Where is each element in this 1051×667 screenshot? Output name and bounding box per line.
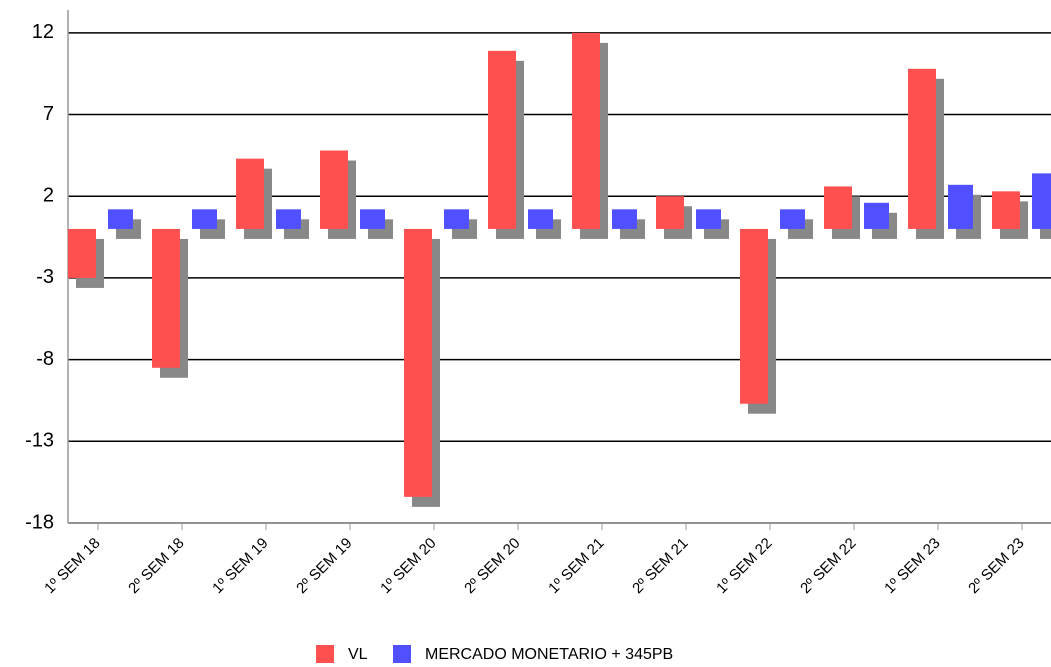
x-tick-label: 1º SEM 21 [545,535,607,597]
bar [404,228,432,497]
y-tick-label: -8 [36,348,54,370]
bar [108,209,133,229]
bar [528,209,553,229]
bar [444,209,469,229]
bar [740,228,768,404]
x-tick-label: 2º SEM 18 [125,535,187,597]
bar [696,209,721,229]
x-tick-label: 2º SEM 21 [629,535,691,597]
y-tick-label: 2 [43,185,54,207]
x-tick-label: 1º SEM 23 [881,535,943,597]
x-tick-label: 1º SEM 19 [209,535,271,597]
bar [1032,173,1051,229]
bar [864,202,889,229]
legend-label: MERCADO MONETARIO + 345PB [425,646,673,663]
bar [656,196,684,229]
x-tick-label: 2º SEM 20 [461,535,523,597]
y-tick-label: 7 [43,103,54,125]
bar [276,209,301,229]
legend-swatch [316,645,334,663]
bar [236,158,264,229]
bar [360,209,385,229]
bar [948,184,973,229]
bar [320,150,348,229]
x-tick-label: 2º SEM 22 [797,535,859,597]
y-tick-label: -18 [25,511,54,533]
bar [488,50,516,229]
bar [68,228,96,278]
bar [908,68,936,229]
x-tick-label: 2º SEM 19 [293,535,355,597]
bar [572,32,600,229]
bar [780,209,805,229]
x-tick-label: 1º SEM 20 [377,535,439,597]
x-tick-label: 1º SEM 18 [41,535,103,597]
x-tick-label: 1º SEM 22 [713,535,775,597]
bar [612,209,637,229]
bar [192,209,217,229]
bar [824,186,852,229]
y-tick-label: 12 [32,21,54,43]
y-tick-label: -13 [25,430,54,452]
bar [992,191,1020,229]
legend-swatch [393,645,411,663]
y-tick-label: -3 [36,266,54,288]
x-tick-label: 2º SEM 23 [965,535,1027,597]
legend-label: VL [348,646,368,663]
bar [152,228,180,368]
